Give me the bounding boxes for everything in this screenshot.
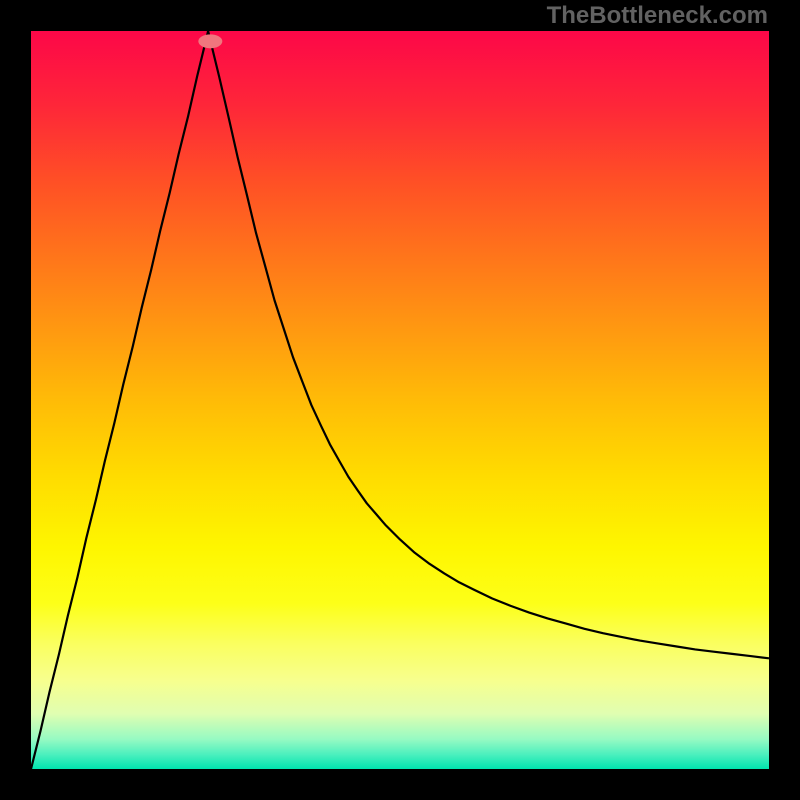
heatmap-background	[31, 31, 769, 769]
optimal-point-marker	[198, 34, 222, 48]
plot-area	[31, 31, 769, 769]
chart-container: TheBottleneck.com	[0, 0, 800, 800]
watermark-label: TheBottleneck.com	[547, 2, 768, 30]
bottleneck-curve-chart	[31, 31, 769, 769]
